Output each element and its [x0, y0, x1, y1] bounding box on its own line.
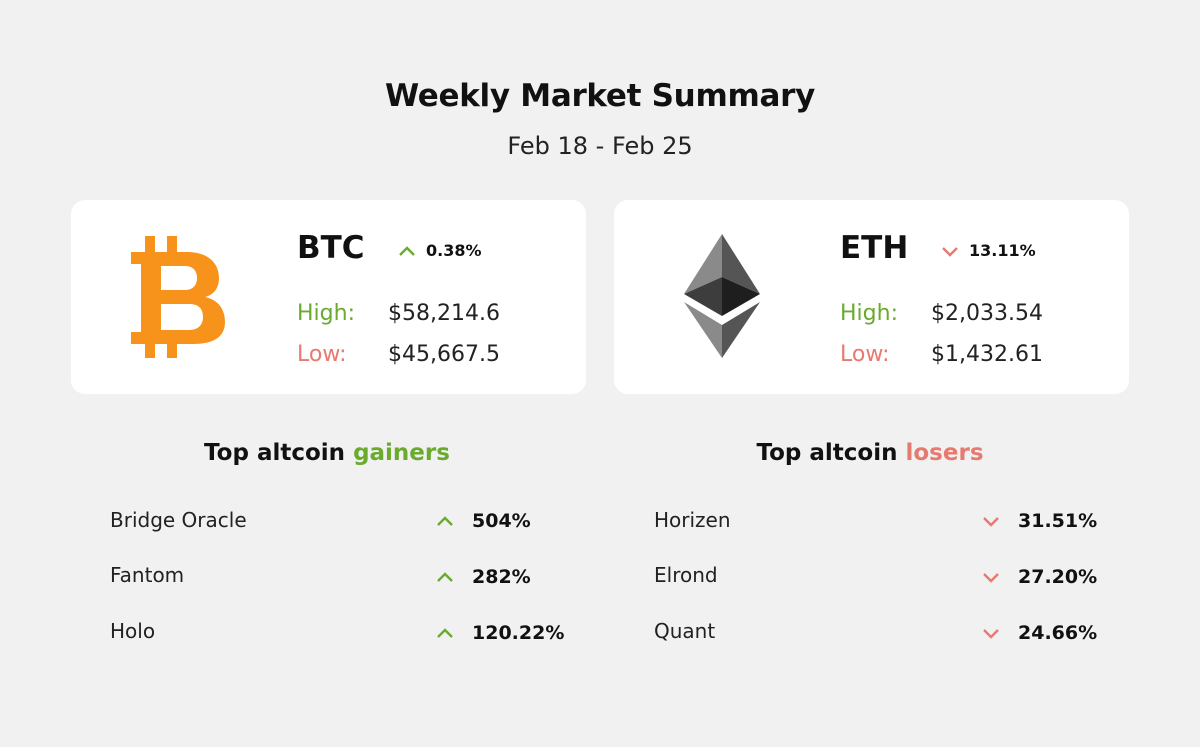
gainer-change: 120.22%	[436, 622, 564, 644]
btc-card: BTC 0.38% High: $58,214.6 Low: $45,667.5	[71, 200, 586, 394]
page-title: Weekly Market Summary	[385, 78, 815, 114]
eth-card: ETH 13.11% High: $2,033.54 Low: $1,432.6…	[614, 200, 1129, 394]
chevron-up-icon	[399, 245, 415, 256]
chevron-up-icon	[437, 516, 453, 526]
btc-high-value: $58,214.6	[388, 301, 500, 326]
eth-low-value: $1,432.61	[931, 342, 1043, 367]
btc-change-value: 0.38%	[426, 241, 482, 260]
loser-change: 27.20%	[982, 566, 1097, 588]
bitcoin-logo-icon	[131, 236, 225, 358]
chevron-up-icon	[437, 572, 453, 582]
loser-change-value: 27.20%	[1018, 566, 1098, 588]
eth-high-label: High:	[840, 301, 898, 326]
date-range: Feb 18 - Feb 25	[507, 132, 693, 160]
loser-change: 24.66%	[982, 622, 1097, 644]
gainer-name: Fantom	[110, 563, 185, 587]
eth-high-value: $2,033.54	[931, 301, 1043, 326]
eth-ticker: ETH	[840, 230, 909, 266]
eth-change-value: 13.11%	[969, 241, 1036, 260]
loser-name: Elrond	[654, 563, 718, 587]
gainers-heading-accent: gainers	[353, 440, 450, 466]
chevron-down-icon	[983, 517, 999, 527]
btc-low-value: $45,667.5	[388, 342, 500, 367]
gainer-change: 504%	[436, 510, 531, 532]
losers-heading-prefix: Top altcoin	[756, 440, 906, 466]
btc-ticker: BTC	[297, 230, 365, 266]
btc-low-label: Low:	[297, 342, 347, 367]
loser-name: Horizen	[654, 508, 731, 532]
btc-high-label: High:	[297, 301, 355, 326]
chevron-down-icon	[983, 629, 999, 639]
losers-heading-accent: losers	[905, 440, 984, 466]
gainer-change: 282%	[436, 566, 531, 588]
eth-low-label: Low:	[840, 342, 890, 367]
loser-name: Quant	[654, 619, 716, 643]
chevron-down-icon	[942, 246, 958, 257]
gainer-change-value: 282%	[472, 566, 531, 588]
gainers-heading-prefix: Top altcoin	[204, 440, 354, 466]
gainers-heading: Top altcoin gainers	[107, 440, 547, 466]
loser-change-value: 24.66%	[1018, 622, 1098, 644]
btc-change: 0.38%	[398, 241, 482, 260]
gainer-name: Holo	[110, 619, 156, 643]
gainer-change-value: 504%	[472, 510, 531, 532]
losers-heading: Top altcoin losers	[650, 440, 1090, 466]
chevron-down-icon	[983, 573, 999, 583]
gainer-name: Bridge Oracle	[110, 508, 247, 532]
gainer-change-value: 120.22%	[472, 622, 565, 644]
loser-change-value: 31.51%	[1018, 510, 1098, 532]
loser-change: 31.51%	[982, 510, 1097, 532]
ethereum-logo-icon	[684, 234, 760, 358]
eth-change: 13.11%	[941, 241, 1036, 260]
chevron-up-icon	[437, 628, 453, 638]
